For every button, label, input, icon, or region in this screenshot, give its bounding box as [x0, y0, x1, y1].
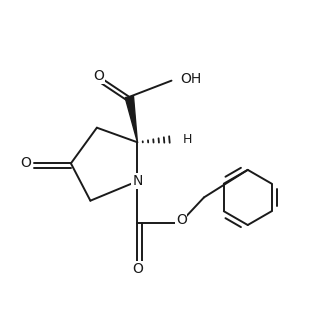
Text: O: O: [176, 213, 187, 226]
Text: O: O: [132, 262, 143, 276]
Text: OH: OH: [181, 72, 202, 86]
Text: O: O: [93, 69, 104, 83]
Text: H: H: [183, 133, 192, 146]
Text: O: O: [20, 156, 31, 170]
Text: N: N: [132, 174, 143, 188]
Polygon shape: [125, 96, 137, 142]
